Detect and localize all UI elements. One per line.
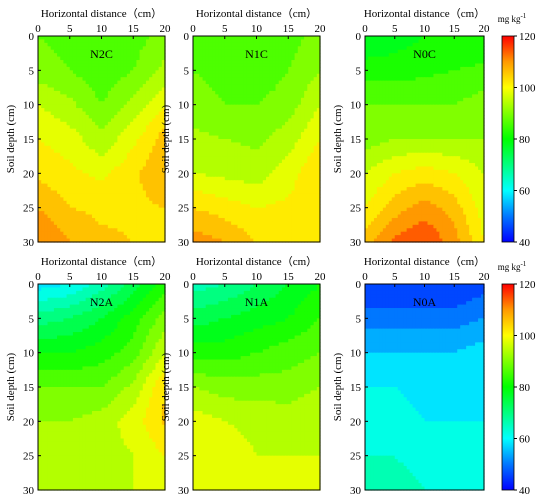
y-tick-label: 15 [178, 134, 190, 146]
panel-n0c: N0C0 5 10 15 20Horizontal distance（cm）051015… [332, 7, 490, 249]
contour-field [38, 36, 166, 243]
x-tick-label: 5 [67, 23, 73, 35]
panel-label: N1C [245, 47, 268, 61]
y-tick-label: 25 [23, 203, 35, 215]
x-tick-label: 0 [190, 23, 196, 35]
y-tick-label: 5 [29, 65, 35, 77]
y-tick-label: 5 [184, 65, 190, 77]
y-tick-label: 0 [29, 31, 35, 43]
contour-field [365, 36, 485, 243]
panel-label: N2C [90, 47, 113, 61]
x-axis-title: Horizontal distance（cm） [196, 7, 317, 20]
x-axis-title: Horizontal distance（cm） [41, 7, 162, 20]
y-tick-label: 25 [178, 203, 190, 215]
x-tick-label: 10 [96, 23, 108, 35]
y-tick-label: 30 [23, 237, 35, 249]
y-tick-label: 10 [23, 100, 35, 112]
y-tick-label: 10 [178, 100, 190, 112]
y-tick-label: 20 [23, 168, 35, 180]
y-axis-title: Soil depth (cm) [5, 104, 17, 173]
y-tick-label: 20 [178, 168, 190, 180]
x-tick-label: 20 [160, 23, 172, 35]
x-tick-label: 15 [283, 23, 295, 35]
contour-field [193, 36, 321, 243]
x-tick-label: 20 [315, 23, 327, 35]
y-tick-label: 15 [23, 134, 35, 146]
y-tick-label: 30 [178, 237, 190, 249]
x-tick-label: 0 [35, 23, 41, 35]
y-tick-label: 0 [184, 31, 190, 43]
x-tick-label: 15 [128, 23, 140, 35]
y-axis-title: Soil depth (cm) [160, 104, 172, 173]
x-tick-label: 10 [251, 23, 263, 35]
x-tick-label: 5 [222, 23, 228, 35]
